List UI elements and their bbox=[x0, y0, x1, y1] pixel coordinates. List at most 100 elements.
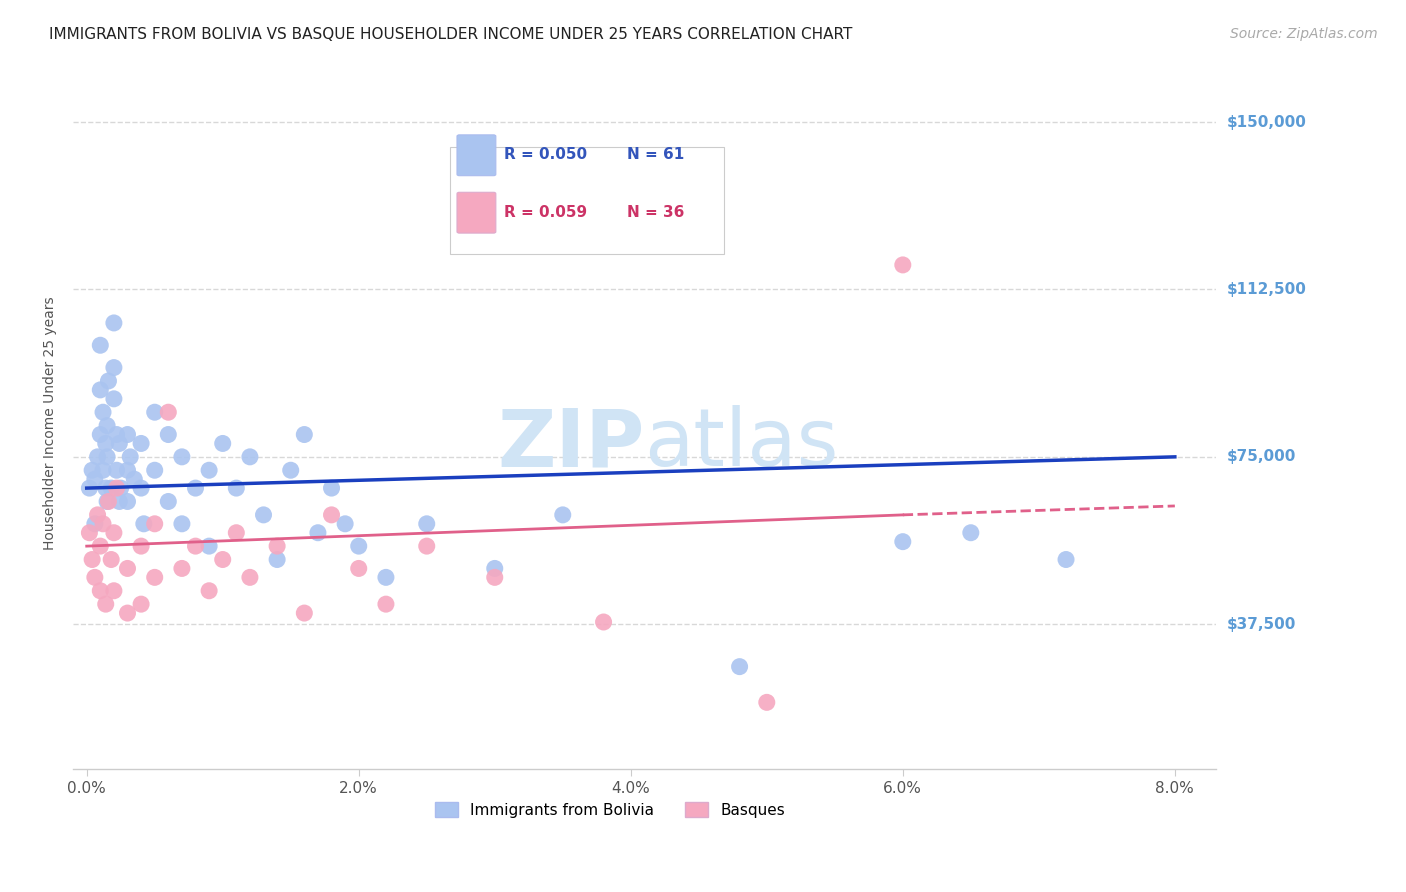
Text: R = 0.050: R = 0.050 bbox=[503, 147, 586, 162]
Point bbox=[347, 539, 370, 553]
Point bbox=[170, 561, 193, 575]
Point bbox=[307, 525, 329, 540]
Point bbox=[239, 450, 262, 464]
Point bbox=[96, 418, 118, 433]
Point bbox=[225, 525, 247, 540]
Point bbox=[266, 552, 288, 566]
Point bbox=[157, 494, 180, 508]
Point bbox=[211, 436, 233, 450]
Point bbox=[129, 481, 152, 495]
Point bbox=[347, 561, 370, 575]
Text: atlas: atlas bbox=[644, 405, 839, 483]
Point bbox=[117, 606, 139, 620]
Point bbox=[129, 597, 152, 611]
Text: N = 36: N = 36 bbox=[627, 205, 685, 219]
Point bbox=[132, 516, 155, 531]
Text: N = 61: N = 61 bbox=[627, 147, 685, 162]
Point bbox=[120, 450, 142, 464]
Text: $150,000: $150,000 bbox=[1227, 114, 1306, 129]
Point bbox=[97, 494, 120, 508]
Text: ZIP: ZIP bbox=[498, 405, 644, 483]
Point bbox=[280, 463, 302, 477]
Point bbox=[292, 606, 315, 620]
Text: Source: ZipAtlas.com: Source: ZipAtlas.com bbox=[1230, 27, 1378, 41]
Point bbox=[86, 508, 108, 522]
Point bbox=[91, 405, 114, 419]
Point bbox=[96, 450, 118, 464]
Point bbox=[86, 450, 108, 464]
Y-axis label: Householder Income Under 25 years: Householder Income Under 25 years bbox=[44, 296, 58, 550]
Point bbox=[100, 552, 122, 566]
Point bbox=[374, 597, 396, 611]
Point bbox=[89, 383, 111, 397]
Legend: Immigrants from Bolivia, Basques: Immigrants from Bolivia, Basques bbox=[429, 796, 792, 824]
Point bbox=[94, 481, 117, 495]
Point bbox=[728, 659, 751, 673]
Point bbox=[170, 516, 193, 531]
Point bbox=[117, 494, 139, 508]
Point bbox=[170, 450, 193, 464]
Point bbox=[551, 508, 574, 522]
Point bbox=[103, 525, 125, 540]
Point bbox=[82, 463, 104, 477]
Point bbox=[484, 561, 506, 575]
Point bbox=[96, 494, 118, 508]
Point bbox=[333, 516, 356, 531]
Point bbox=[198, 539, 221, 553]
Point bbox=[108, 494, 131, 508]
Point bbox=[103, 360, 125, 375]
Point bbox=[416, 516, 439, 531]
Point bbox=[89, 338, 111, 352]
Text: $37,500: $37,500 bbox=[1227, 616, 1296, 632]
Point bbox=[143, 516, 166, 531]
Point bbox=[83, 472, 105, 486]
Point bbox=[117, 561, 139, 575]
Point bbox=[103, 583, 125, 598]
Point bbox=[374, 570, 396, 584]
Point bbox=[105, 463, 128, 477]
Point bbox=[129, 539, 152, 553]
Text: IMMIGRANTS FROM BOLIVIA VS BASQUE HOUSEHOLDER INCOME UNDER 25 YEARS CORRELATION : IMMIGRANTS FROM BOLIVIA VS BASQUE HOUSEH… bbox=[49, 27, 852, 42]
Point bbox=[89, 583, 111, 598]
Text: $112,500: $112,500 bbox=[1227, 282, 1306, 297]
Point bbox=[416, 539, 439, 553]
Point bbox=[143, 405, 166, 419]
Point bbox=[83, 570, 105, 584]
Point bbox=[592, 615, 614, 629]
Text: R = 0.059: R = 0.059 bbox=[503, 205, 586, 219]
Point bbox=[891, 534, 914, 549]
Point bbox=[266, 539, 288, 553]
Point bbox=[129, 436, 152, 450]
Point bbox=[292, 427, 315, 442]
Point bbox=[108, 436, 131, 450]
Point bbox=[157, 405, 180, 419]
Point bbox=[225, 481, 247, 495]
Point bbox=[91, 463, 114, 477]
Point bbox=[117, 463, 139, 477]
Point bbox=[198, 463, 221, 477]
Point bbox=[97, 374, 120, 388]
Point bbox=[79, 481, 101, 495]
Point bbox=[82, 552, 104, 566]
Point bbox=[143, 463, 166, 477]
Point bbox=[959, 525, 981, 540]
Point bbox=[105, 481, 128, 495]
Point bbox=[117, 427, 139, 442]
Point bbox=[89, 539, 111, 553]
Point bbox=[755, 695, 778, 709]
Point bbox=[891, 258, 914, 272]
Point bbox=[110, 481, 132, 495]
Point bbox=[157, 427, 180, 442]
Point bbox=[198, 583, 221, 598]
Point bbox=[124, 472, 146, 486]
FancyBboxPatch shape bbox=[457, 135, 496, 176]
Point bbox=[143, 570, 166, 584]
Point bbox=[239, 570, 262, 584]
Point bbox=[91, 516, 114, 531]
FancyBboxPatch shape bbox=[450, 146, 724, 254]
Point bbox=[105, 427, 128, 442]
Point bbox=[211, 552, 233, 566]
FancyBboxPatch shape bbox=[457, 193, 496, 233]
Point bbox=[184, 539, 207, 553]
Point bbox=[321, 508, 343, 522]
